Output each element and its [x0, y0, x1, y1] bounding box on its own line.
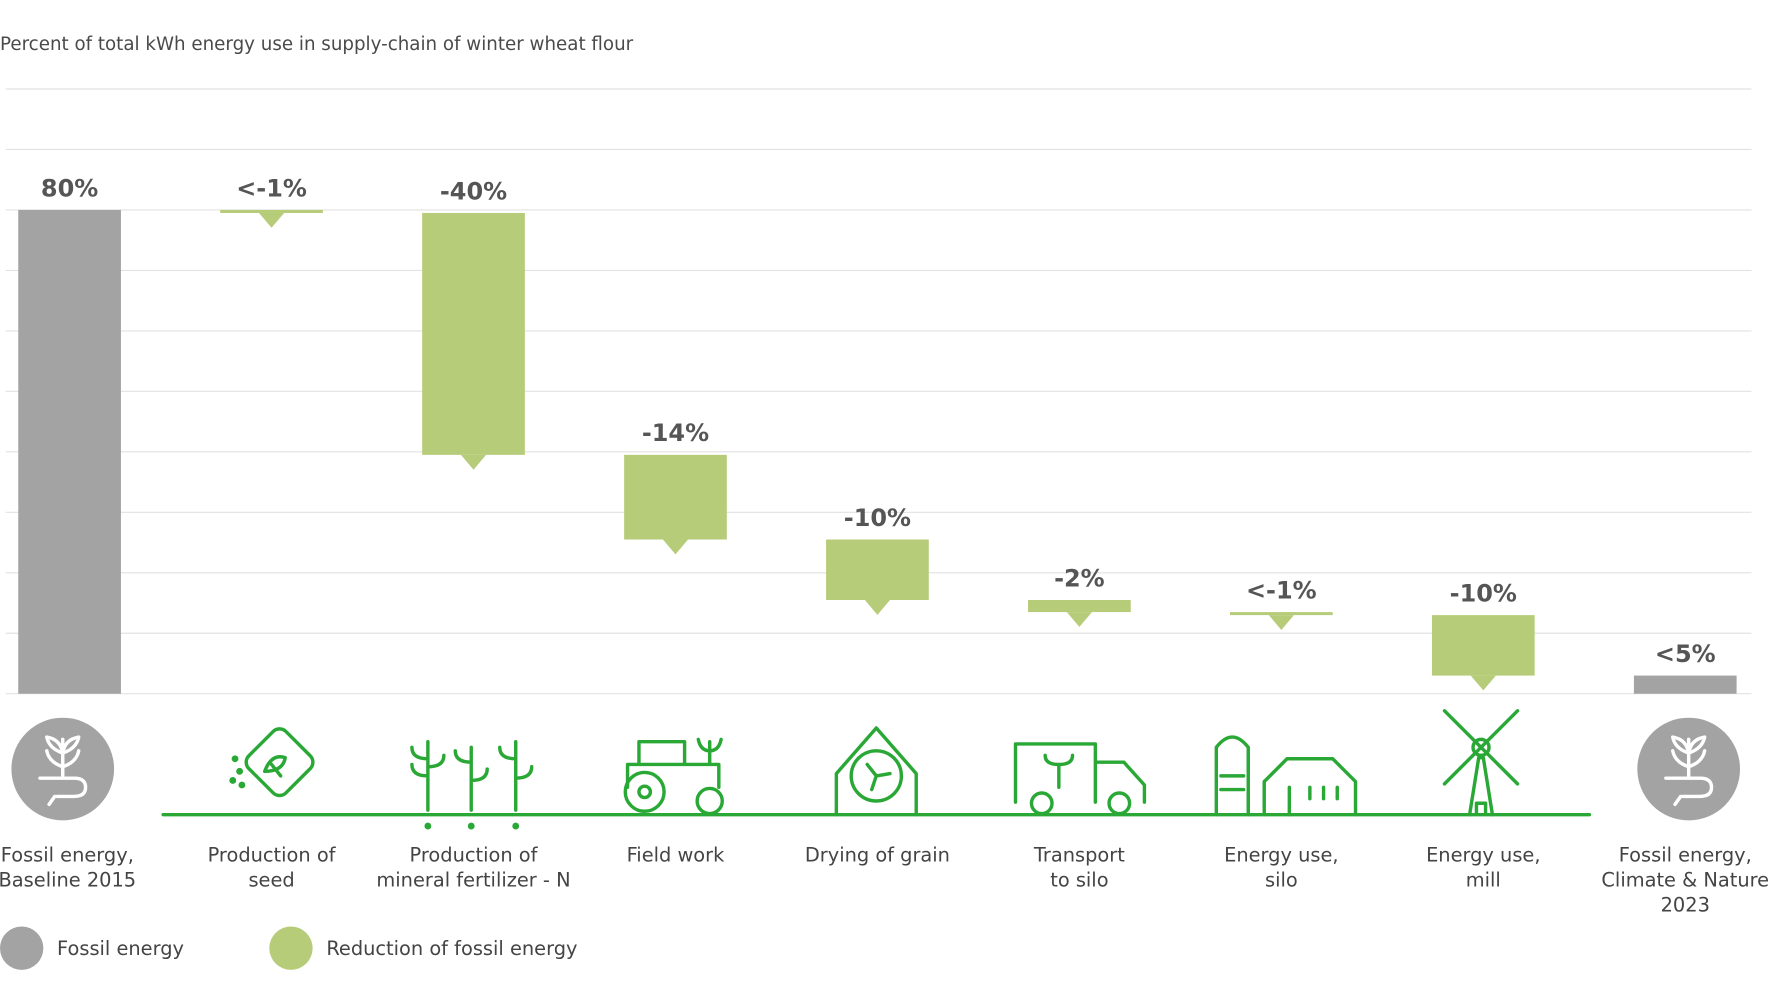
value-label: -2% [1054, 564, 1105, 592]
legend-swatch [0, 926, 44, 970]
truck-icon [1013, 742, 1147, 816]
legend-swatch [269, 926, 313, 970]
bar-pointer [1268, 615, 1294, 630]
value-label: <-1% [236, 174, 307, 202]
category-line: Production of [208, 843, 337, 866]
category-line: Field work [627, 843, 726, 866]
value-label: -40% [440, 177, 507, 205]
bar-pointer [1066, 612, 1092, 627]
category-label: Fossil energy, Climate & Nature 2023 [1601, 843, 1769, 916]
legend: Fossil energy Reduction of fossil energy [0, 926, 577, 970]
category-line: Climate & Nature [1601, 869, 1769, 892]
icons [11, 709, 1741, 830]
legend-label: Reduction of fossil energy [326, 937, 577, 960]
category-line: silo [1265, 869, 1298, 892]
seed-icon [229, 727, 315, 798]
bar [1229, 612, 1333, 616]
category-label: Production of seed [208, 843, 337, 891]
category-line: to silo [1050, 869, 1108, 892]
sprout-icon [38, 735, 88, 807]
bar-pointer [259, 212, 285, 228]
legend-label: Fossil energy [57, 937, 184, 960]
bar [1633, 675, 1737, 694]
bar [1028, 599, 1131, 613]
bar-pointer [662, 539, 689, 555]
value-label: -10% [1450, 579, 1517, 607]
value-label: -10% [844, 504, 911, 532]
chart-body: Percent of total kWh energy use in suppl… [0, 34, 1769, 970]
bar [826, 539, 929, 600]
category-label: Energy use, silo [1224, 843, 1338, 891]
value-label: <5% [1655, 640, 1716, 668]
category-label: Fossil energy, Baseline 2015 [0, 843, 136, 891]
bar [18, 209, 121, 694]
barn-icon [834, 726, 918, 817]
category-label: Transport to silo [1033, 843, 1125, 891]
category-line: 2023 [1661, 894, 1710, 917]
category-line: Production of [410, 843, 539, 866]
category-line: mill [1466, 869, 1501, 892]
chart-title: Percent of total kWh energy use in suppl… [0, 34, 634, 55]
category-line: Fossil energy, [1, 843, 134, 866]
category-labels: Fossil energy, Baseline 2015 Production of… [0, 843, 1769, 916]
bar [624, 454, 727, 540]
grid [5, 88, 1752, 695]
tractor-icon [623, 737, 724, 816]
silo-icon [1214, 735, 1358, 817]
category-line: mineral fertilizer - N [376, 869, 570, 892]
sprout-icon [1664, 735, 1714, 807]
mill-icon [1442, 709, 1520, 817]
category-label: Field work [627, 843, 726, 866]
category-label: Production of mineral fertilizer - N [376, 843, 570, 891]
category-label: Energy use, mill [1426, 843, 1540, 891]
value-label: <-1% [1246, 576, 1317, 604]
bar [220, 209, 323, 213]
bar-pointer [1470, 675, 1496, 691]
bar [1431, 615, 1535, 676]
category-line: Drying of grain [805, 843, 950, 866]
category-line: Fossil energy, [1619, 843, 1752, 866]
category-line: Transport [1033, 843, 1125, 866]
fertilizer-icon [410, 739, 534, 830]
category-label: Drying of grain [805, 843, 950, 866]
category-line: Baseline 2015 [0, 869, 136, 892]
category-line: Energy use, [1426, 843, 1540, 866]
value-label: -14% [642, 419, 709, 447]
category-line: Energy use, [1224, 843, 1338, 866]
bars: 80% <-1% -40% -14% -10% -2% <-1% -10% <5% [18, 174, 1737, 694]
category-line: seed [248, 869, 294, 892]
bar-pointer [460, 454, 487, 470]
bar [422, 212, 525, 455]
value-label: 80% [41, 174, 98, 202]
bar-pointer [864, 599, 890, 615]
